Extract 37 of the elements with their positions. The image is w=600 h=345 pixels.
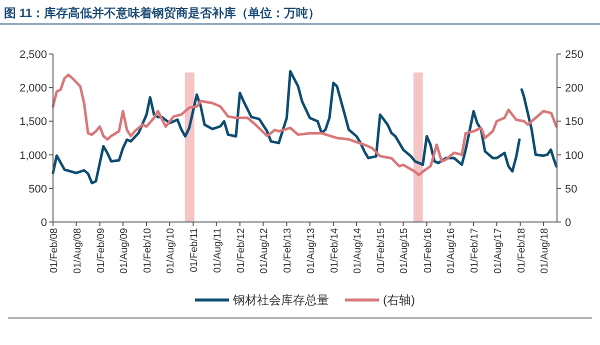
x-tick-label: 01/Aug/08 [72, 228, 84, 274]
title: 图 11：库存高低并不意味着钢贸商是否补库（单位：万吨） [4, 6, 320, 20]
x-tick-label: 01/Aug/11 [212, 228, 224, 273]
x-tick-label: 01/Feb/17 [470, 228, 481, 274]
x-tick-label: 01/Aug/18 [539, 228, 550, 274]
legend-label: (右轴) [383, 293, 415, 307]
y-tick-label: 500 [28, 183, 47, 196]
legend-label: 钢材社会库存总量 [232, 293, 329, 307]
x-tick-label: 01/Feb/16 [422, 228, 434, 274]
y2-tick-label: 50 [565, 183, 578, 196]
x-tick-label: 01/Aug/14 [352, 228, 364, 274]
x-tick-label: 01/Feb/15 [376, 228, 388, 274]
y-tick-label: 1,000 [19, 150, 47, 162]
y-tick-label: 0 [40, 217, 47, 229]
y-tick-label: 1,500 [19, 116, 47, 128]
x-tick-label: 01/Aug/10 [166, 228, 177, 274]
y2-tick-label: 200 [565, 82, 584, 95]
x-tick-label: 01/Feb/12 [236, 228, 247, 274]
y2-tick-label: 150 [565, 116, 584, 128]
y2-tick-label: 0 [565, 217, 572, 229]
x-tick-label: 01/Aug/15 [399, 228, 410, 274]
x-tick-label: 01/Aug/17 [492, 228, 504, 274]
y2-tick-label: 250 [565, 49, 584, 61]
x-tick-label: 01/Feb/11 [189, 228, 200, 272]
x-tick-label: 01/Feb/13 [282, 228, 294, 274]
x-tick-label: 01/Aug/16 [446, 228, 458, 274]
y-tick-label: 2,000 [19, 82, 47, 95]
x-tick-label: 01/Feb/09 [96, 228, 107, 274]
x-tick-label: 01/Feb/18 [516, 228, 528, 274]
x-tick-label: 01/Aug/12 [259, 228, 270, 274]
y-tick-label: 2,500 [19, 49, 47, 61]
x-tick-label: 01/Feb/10 [142, 228, 154, 274]
x-tick-label: 01/Feb/14 [329, 228, 340, 274]
y2-tick-label: 100 [565, 150, 584, 162]
x-tick-label: 01/Feb/08 [49, 228, 60, 274]
x-tick-label: 01/Aug/13 [306, 228, 317, 274]
x-tick-label: 01/Aug/09 [118, 228, 130, 274]
